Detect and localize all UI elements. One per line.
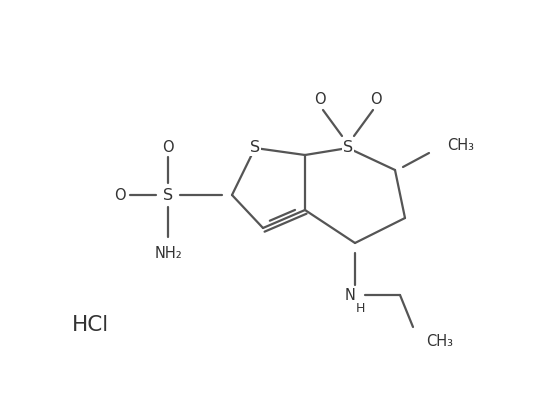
Text: CH₃: CH₃ — [447, 138, 474, 152]
Text: O: O — [314, 92, 326, 108]
Text: O: O — [114, 187, 126, 202]
Text: O: O — [370, 92, 382, 108]
Text: CH₃: CH₃ — [426, 334, 453, 349]
Text: H: H — [355, 303, 365, 316]
Text: S: S — [343, 141, 353, 156]
Text: NH₂: NH₂ — [154, 246, 182, 261]
Text: O: O — [162, 140, 174, 154]
Text: S: S — [163, 187, 173, 202]
Text: N: N — [344, 288, 355, 303]
Text: HCl: HCl — [72, 315, 109, 335]
Text: S: S — [250, 141, 260, 156]
